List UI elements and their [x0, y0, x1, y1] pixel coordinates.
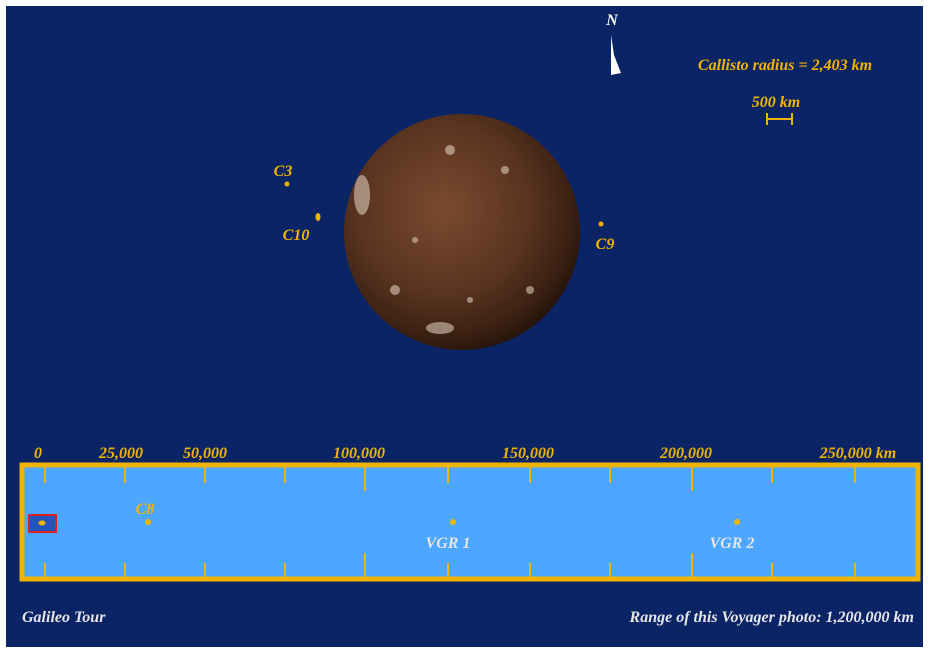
north-arrow: [611, 35, 621, 75]
ruler-label: 200,000: [659, 445, 712, 462]
radius-label: Callisto radius = 2,403 km: [698, 57, 872, 74]
flyby-label: C9: [596, 236, 615, 253]
callisto: [344, 114, 580, 350]
flyby-label: VGR 2: [710, 535, 755, 552]
north-label: N: [605, 12, 619, 29]
surface-spots: [354, 145, 534, 334]
flyby-point: [598, 221, 604, 227]
scale-bar: [766, 113, 793, 125]
flyby-label: VGR 1: [426, 535, 471, 552]
flyby-point: [450, 519, 456, 525]
ruler-label: 100,000: [333, 445, 385, 462]
flyby-point: [315, 213, 321, 221]
flyby-point: [145, 519, 151, 525]
footer-left: Galileo Tour: [22, 609, 106, 626]
flyby-label: C10: [283, 227, 310, 244]
flyby-label: C8: [136, 501, 155, 518]
ruler-label: 250,000 km: [819, 445, 896, 462]
flyby-point: [284, 181, 290, 187]
ruler-label: 50,000: [183, 445, 227, 462]
ruler: [19, 462, 921, 582]
flyby-point: [734, 519, 740, 525]
ruler-label: 25,000: [98, 445, 143, 462]
ruler-label: 150,000: [502, 445, 554, 462]
flyby-point: [38, 520, 46, 526]
ruler-ticks: [44, 467, 856, 577]
footer-right: Range of this Voyager photo: 1,200,000 k…: [629, 609, 914, 626]
ruler-label: 0: [34, 445, 42, 462]
scale-bar-label: 500 km: [752, 94, 800, 111]
flyby-label: C3: [274, 163, 293, 180]
